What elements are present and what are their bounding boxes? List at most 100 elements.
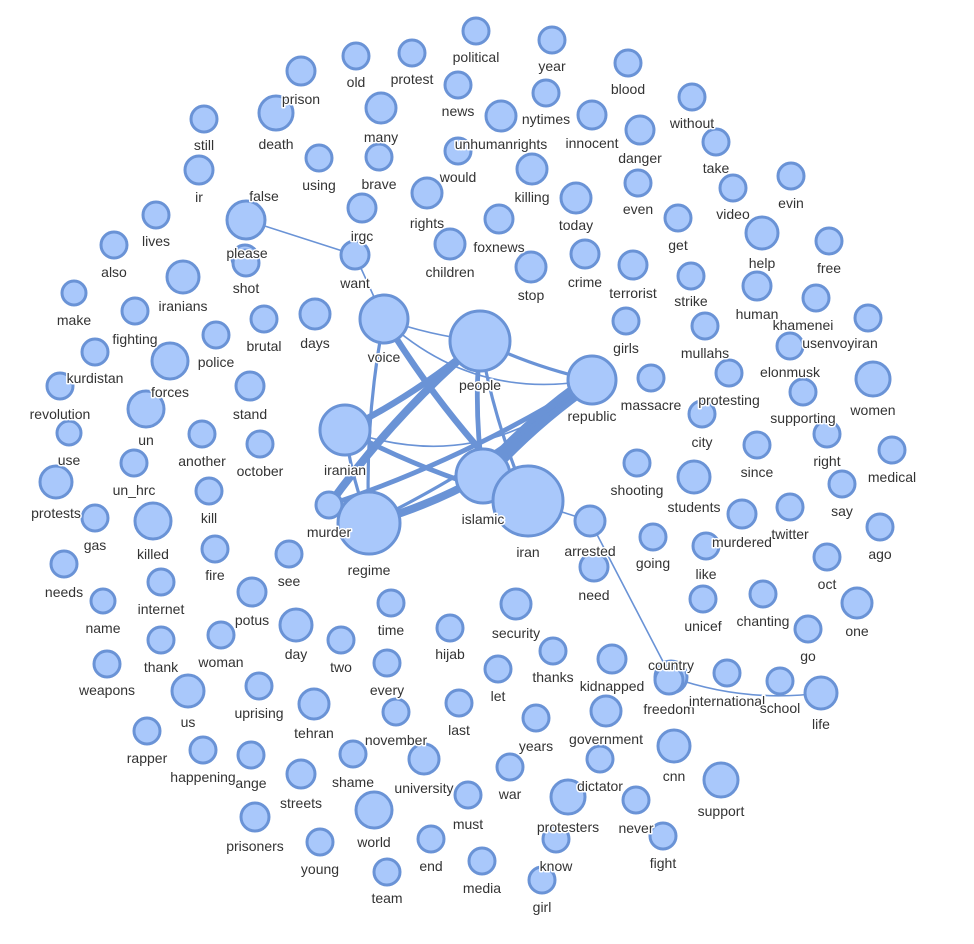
node-prisoners[interactable] [239,801,271,833]
node-arrested[interactable] [573,504,607,538]
node-know[interactable] [541,824,571,854]
node-human[interactable] [741,270,773,302]
node-women[interactable] [854,360,892,398]
node-massacre[interactable] [636,363,666,393]
node-even[interactable] [623,168,653,198]
node-unhumanrights[interactable] [484,99,518,133]
node-danger[interactable] [624,114,656,146]
node-need[interactable] [578,551,610,583]
node-would[interactable] [443,136,473,166]
node-city[interactable] [687,399,717,429]
node-forces[interactable] [150,341,190,381]
node-government[interactable] [589,694,623,728]
node-blood[interactable] [613,48,643,78]
node-cnn[interactable] [656,728,692,764]
node-terrorist[interactable] [617,249,649,281]
node-internet[interactable] [146,567,176,597]
node-video[interactable] [718,173,748,203]
node-thanks[interactable] [538,636,568,666]
node-brutal[interactable] [249,304,279,334]
node-lives[interactable] [141,200,171,230]
node-life[interactable] [803,675,839,711]
node-protest[interactable] [397,38,427,68]
node-iranian[interactable] [318,403,372,457]
node-end[interactable] [416,824,446,854]
node-political[interactable] [461,16,491,46]
node-days[interactable] [298,297,332,331]
node-supporting[interactable] [788,377,818,407]
node-since[interactable] [742,430,772,460]
node-ago[interactable] [865,512,895,542]
node-many[interactable] [364,91,398,125]
node-un_hrc[interactable] [119,448,149,478]
node-make[interactable] [60,279,88,307]
node-today[interactable] [559,181,593,215]
node-unicef[interactable] [688,584,718,614]
node-right[interactable] [812,419,842,449]
node-khamenei[interactable] [801,283,831,313]
node-shame[interactable] [338,739,368,769]
node-day[interactable] [278,607,314,643]
node-us[interactable] [170,673,206,709]
node-rights[interactable] [410,176,444,210]
node-revolution[interactable] [45,371,75,401]
node-must[interactable] [453,780,483,810]
node-also[interactable] [99,230,129,260]
node-never[interactable] [621,785,651,815]
node-help[interactable] [744,215,780,251]
node-happening[interactable] [188,735,218,765]
node-freedom[interactable] [653,664,685,696]
node-see[interactable] [274,539,304,569]
node-crime[interactable] [569,238,601,270]
node-stand[interactable] [234,370,266,402]
node-mullahs[interactable] [690,311,720,341]
node-get[interactable] [663,203,693,233]
node-year[interactable] [537,25,567,55]
node-want[interactable] [339,239,371,271]
node-name[interactable] [89,587,117,615]
node-uprising[interactable] [244,671,274,701]
node-school[interactable] [765,666,795,696]
node-chanting[interactable] [748,579,778,609]
node-say[interactable] [827,469,857,499]
node-let[interactable] [483,654,513,684]
node-like[interactable] [691,531,721,561]
node-support[interactable] [702,761,740,799]
node-without[interactable] [677,82,707,112]
node-students[interactable] [676,459,712,495]
node-brave[interactable] [364,142,394,172]
node-fire[interactable] [200,534,230,564]
node-team[interactable] [372,857,402,887]
node-years[interactable] [521,703,551,733]
node-fighting[interactable] [120,296,150,326]
node-police[interactable] [201,320,231,350]
node-take[interactable] [701,127,731,157]
node-one[interactable] [840,586,874,620]
node-kidnapped[interactable] [596,643,628,675]
node-security[interactable] [499,587,533,621]
node-every[interactable] [372,648,402,678]
node-hijab[interactable] [435,613,465,643]
node-tehran[interactable] [297,687,331,721]
node-protesters[interactable] [549,778,587,816]
node-last[interactable] [444,688,474,718]
node-medical[interactable] [877,435,907,465]
node-strike[interactable] [676,261,706,291]
node-university[interactable] [407,742,441,776]
node-girl[interactable] [527,865,557,895]
node-october[interactable] [245,429,275,459]
node-streets[interactable] [285,758,317,790]
node-go[interactable] [793,614,823,644]
node-international[interactable] [712,658,742,688]
node-people[interactable] [448,309,512,373]
node-dictator[interactable] [585,744,615,774]
node-protests[interactable] [38,464,74,500]
node-change[interactable] [236,740,266,770]
node-potus[interactable] [236,576,268,608]
node-fight[interactable] [648,821,678,851]
node-world[interactable] [354,790,394,830]
node-regime[interactable] [336,490,402,556]
node-voice[interactable] [358,293,410,345]
node-ir[interactable] [183,154,215,186]
node-false[interactable] [225,199,267,241]
